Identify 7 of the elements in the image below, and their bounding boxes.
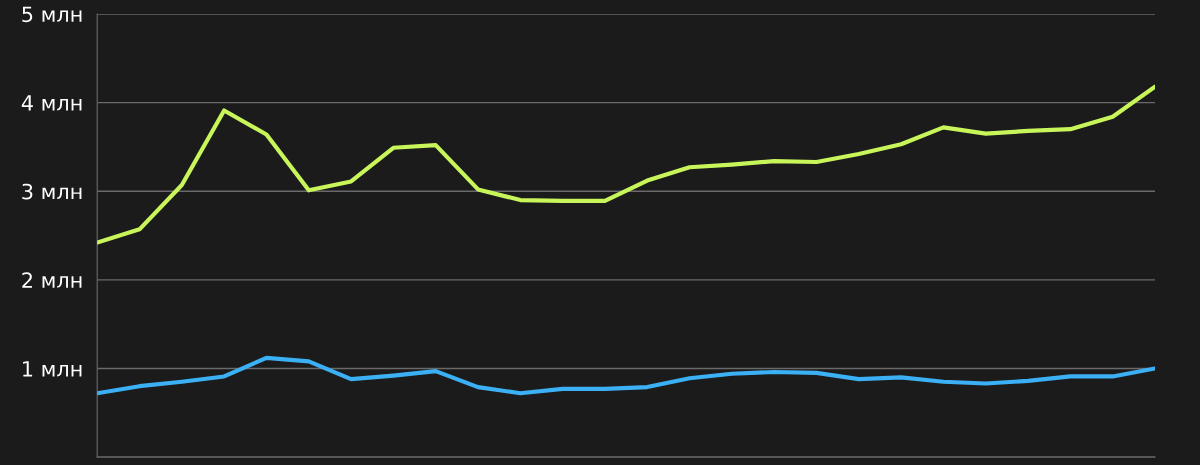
y-tick-label: 1 млн <box>23 361 82 377</box>
y-tick-label: 3 млн <box>22 183 82 200</box>
line-series <box>97 84 1155 245</box>
line-series <box>97 355 1155 396</box>
y-tick-label: 2 млн <box>22 272 82 288</box>
y-tick-label: 5 млн <box>22 6 82 23</box>
y-tick-label: 4 млн <box>21 95 82 111</box>
